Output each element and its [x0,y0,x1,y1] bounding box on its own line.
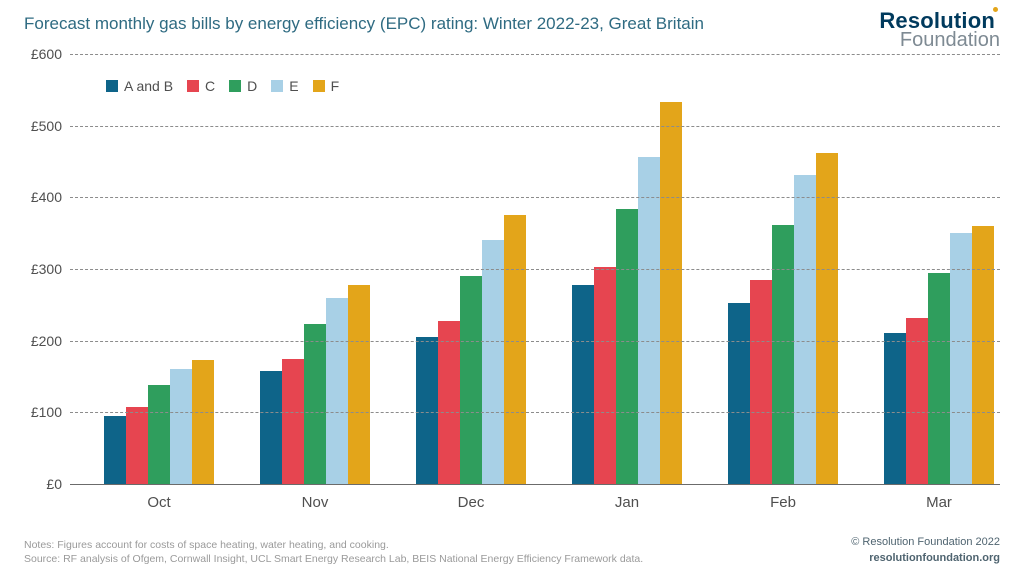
brand-bottom-text: Foundation [879,30,1000,50]
bar [416,337,438,484]
xtick-label: Mar [926,494,952,511]
bar [572,285,594,484]
footer-right: © Resolution Foundation 2022 resolutionf… [851,535,1000,566]
chart-title: Forecast monthly gas bills by energy eff… [24,14,704,34]
bar [170,369,192,484]
gridline [70,126,1000,127]
bar [906,318,928,484]
bar [750,280,772,484]
bar [438,321,460,484]
ytick-label: £400 [31,189,62,205]
footer-copyright: © Resolution Foundation 2022 [851,535,1000,550]
bar [126,407,148,484]
footer-notes: Notes: Figures account for costs of spac… [24,538,643,552]
page-root: Forecast monthly gas bills by energy eff… [0,0,1024,576]
axis-baseline [70,484,1000,485]
gridline [70,54,1000,55]
footer-source: Source: RF analysis of Ofgem, Cornwall I… [24,552,643,566]
gridline [70,197,1000,198]
ytick-label: £300 [31,261,62,277]
chart-plot-area: A and BCDEF £0£100£200£300£400£500£600Oc… [70,54,1000,484]
bar [304,324,326,484]
bar [348,285,370,484]
bar [260,371,282,484]
bar [504,215,526,484]
xtick-label: Dec [458,494,485,511]
bar [816,153,838,484]
ytick-label: £100 [31,404,62,420]
ytick-label: £500 [31,118,62,134]
bar [594,267,616,484]
bar [794,175,816,484]
gridline [70,269,1000,270]
bar [616,209,638,484]
ytick-label: £600 [31,46,62,62]
bar [928,273,950,484]
gridline [70,341,1000,342]
footer-left: Notes: Figures account for costs of spac… [24,538,643,566]
xtick-label: Jan [615,494,639,511]
brand-logo: Resolution Foundation [879,10,1000,50]
footer-url: resolutionfoundation.org [851,551,1000,566]
bar [192,360,214,484]
bar [104,416,126,484]
bar [950,233,972,484]
brand-dot-icon [993,7,998,12]
bar [972,226,994,484]
bar [638,157,660,484]
bar [460,276,482,484]
bar [326,298,348,484]
gridline [70,412,1000,413]
bar [282,359,304,484]
ytick-label: £0 [46,476,62,492]
xtick-label: Feb [770,494,796,511]
xtick-label: Nov [302,494,329,511]
bar [148,385,170,484]
xtick-label: Oct [147,494,170,511]
bar [482,240,504,484]
bar [772,225,794,484]
bar [884,333,906,484]
bar [728,303,750,484]
ytick-label: £200 [31,333,62,349]
bar [660,102,682,484]
